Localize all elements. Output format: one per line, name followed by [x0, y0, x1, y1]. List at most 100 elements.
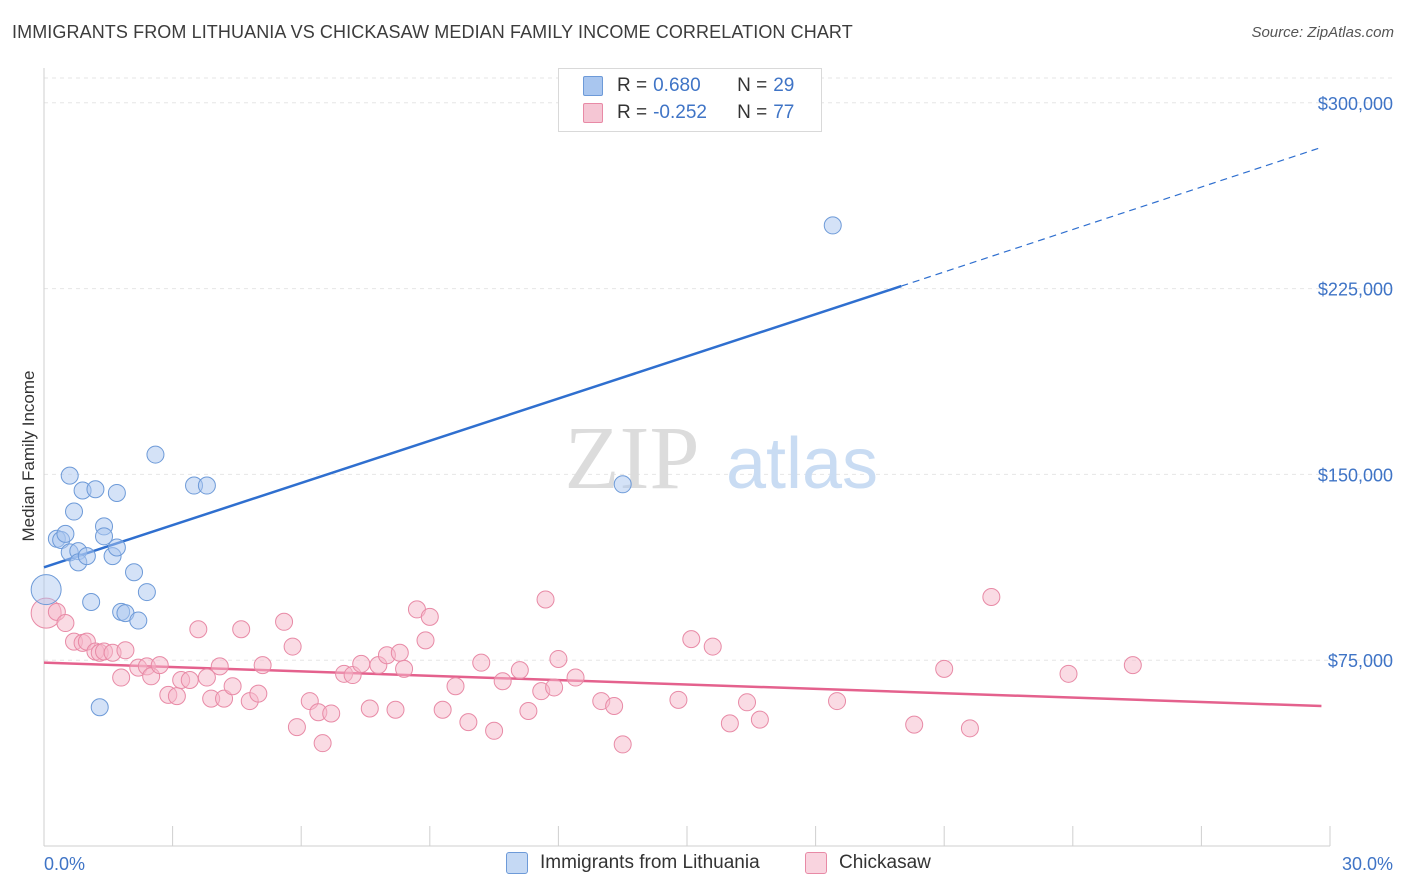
- series-legend-label: Immigrants from Lithuania: [540, 852, 760, 873]
- series-legend-chickasaw[interactable]: Chickasaw: [805, 852, 931, 874]
- x-min-label: 0.0%: [44, 854, 85, 874]
- correlation-legend: R = 0.680 N = 29 R = -0.252 N = 77: [558, 68, 822, 132]
- watermark-atlas: atlas: [726, 424, 878, 504]
- scatter-point: [536, 590, 555, 609]
- scatter-point: [545, 678, 564, 697]
- scatter-point: [395, 659, 414, 678]
- legend-r-value: 0.680: [653, 75, 701, 96]
- scatter-point: [197, 668, 216, 687]
- scatter-point: [982, 588, 1001, 607]
- gridlines: [44, 77, 1392, 661]
- scatter-point: [197, 476, 216, 495]
- scatter-point: [549, 649, 568, 668]
- scatter-point: [275, 612, 294, 631]
- scatter-point: [613, 735, 632, 754]
- trend-line-lithuania: [43, 284, 902, 569]
- axes: [43, 68, 1331, 847]
- scatter-point: [137, 583, 156, 602]
- legend-n-value: 77: [773, 102, 795, 123]
- y-tick-label: $300,000: [1318, 94, 1393, 114]
- scatter-point: [1059, 664, 1078, 683]
- scatter-point: [1123, 656, 1142, 675]
- trend-line-lithuania-extension: [901, 146, 1322, 287]
- y-tick-labels: $75,000 $150,000 $225,000 $300,000: [1318, 94, 1393, 671]
- series-swatch-pink: [805, 852, 827, 874]
- scatter-point: [493, 672, 512, 691]
- legend-row-chickasaw: R = -0.252 N = 77: [583, 100, 794, 126]
- series-swatch-blue: [506, 852, 528, 874]
- legend-row-lithuania: R = 0.680 N = 29: [583, 73, 794, 99]
- scatter-point: [112, 668, 131, 687]
- scatter-point: [56, 524, 75, 543]
- scatter-point: [738, 693, 757, 712]
- scatter-point: [433, 700, 452, 719]
- chart-title: IMMIGRANTS FROM LITHUANIA VS CHICKASAW M…: [12, 22, 853, 42]
- scatter-point: [107, 538, 126, 557]
- scatter-point: [613, 475, 632, 494]
- scatter-point: [65, 502, 84, 521]
- scatter-point: [77, 547, 96, 566]
- y-tick-label: $75,000: [1328, 651, 1393, 671]
- legend-swatch-blue: [583, 76, 603, 96]
- scatter-point: [416, 631, 435, 650]
- scatter-point: [189, 620, 208, 639]
- scatter-point: [566, 668, 585, 687]
- scatter-point: [935, 659, 954, 678]
- scatter-point: [253, 656, 272, 675]
- scatter-point: [60, 466, 79, 485]
- y-tick-label: $225,000: [1318, 280, 1393, 300]
- scatter-point: [125, 563, 144, 582]
- scatter-point: [322, 704, 341, 723]
- scatter-point: [249, 684, 268, 703]
- scatter-point: [82, 592, 101, 611]
- scatter-point: [420, 607, 439, 626]
- scatter-point: [107, 483, 126, 502]
- source-credit: Source: ZipAtlas.com: [1251, 24, 1394, 41]
- scatter-point: [720, 714, 739, 733]
- scatter-point: [129, 611, 148, 630]
- scatter-point: [150, 656, 169, 675]
- scatter-point: [446, 677, 465, 696]
- scatter-point: [960, 719, 979, 738]
- scatter-point: [95, 527, 114, 546]
- y-tick-label: $150,000: [1318, 465, 1393, 485]
- scatter-point: [86, 480, 105, 499]
- scatter-point: [215, 689, 234, 708]
- series-legend: Immigrants from Lithuania Chickasaw: [0, 852, 1406, 878]
- scatter-point: [703, 637, 722, 656]
- series-legend-label: Chickasaw: [839, 852, 931, 873]
- legend-n-value: 29: [773, 75, 795, 96]
- scatter-point: [313, 734, 332, 753]
- scatter-point: [232, 620, 251, 639]
- scatter-point: [485, 721, 504, 740]
- scatter-point: [352, 654, 371, 673]
- series-legend-lithuania[interactable]: Immigrants from Lithuania: [506, 852, 760, 874]
- watermark-zip: ZIP: [565, 409, 700, 508]
- scatter-point: [360, 699, 379, 718]
- scatter-point: [519, 701, 538, 720]
- scatter-point: [30, 574, 62, 606]
- scatter-point: [223, 677, 242, 696]
- scatter-point: [823, 216, 842, 235]
- legend-r-value: -0.252: [653, 102, 707, 123]
- scatter-point: [283, 637, 302, 656]
- scatter-point: [116, 641, 135, 660]
- legend-r-label: R =: [617, 102, 648, 123]
- scatter-point: [386, 700, 405, 719]
- scatter-point: [459, 713, 478, 732]
- legend-r-label: R =: [617, 75, 648, 96]
- legend-swatch-pink: [583, 103, 603, 123]
- scatter-point: [828, 692, 847, 711]
- scatter-point: [472, 653, 491, 672]
- scatter-point: [510, 661, 529, 680]
- scatter-point: [905, 715, 924, 734]
- scatter-point: [210, 657, 229, 676]
- scatter-point: [56, 614, 75, 633]
- x-max-label: 30.0%: [1342, 854, 1393, 874]
- scatter-point: [180, 671, 199, 690]
- scatter-point: [167, 687, 186, 706]
- legend-n-label: N =: [737, 75, 768, 96]
- data-points: [30, 216, 1142, 754]
- scatter-point: [287, 718, 306, 737]
